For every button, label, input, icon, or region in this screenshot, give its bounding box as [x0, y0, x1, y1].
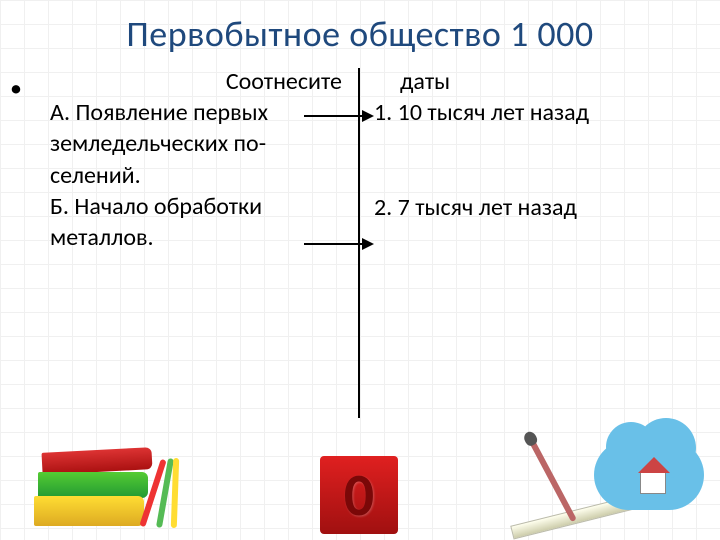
- stationery-icon: [510, 414, 710, 534]
- right-item-1: 1. 10 тысяч лет назад: [374, 97, 694, 128]
- left-column: Соотнесите А. Появление первых земледель…: [24, 66, 354, 253]
- score-value: 0: [344, 459, 374, 532]
- books-icon: [30, 430, 170, 530]
- instruction-right: даты: [374, 66, 694, 97]
- content-area: • Соотнесите А. Появление первых земледе…: [0, 66, 720, 253]
- slide-title: Первобытное общество 1 000: [0, 0, 720, 56]
- left-item-a: А. Появление первых земледельческих по-с…: [50, 97, 354, 191]
- instruction-left: Соотнесите: [50, 66, 354, 97]
- arrow-icon: [304, 115, 372, 117]
- bullet-icon: •: [10, 74, 22, 103]
- house-icon: [640, 472, 666, 494]
- arrow-icon: [304, 243, 372, 245]
- brush-icon: [529, 440, 577, 522]
- right-item-2: 2. 7 тысяч лет назад: [374, 192, 694, 223]
- score-badge: 0: [320, 456, 398, 534]
- right-column: даты 1. 10 тысяч лет назад 2. 7 тысяч ле…: [354, 66, 694, 253]
